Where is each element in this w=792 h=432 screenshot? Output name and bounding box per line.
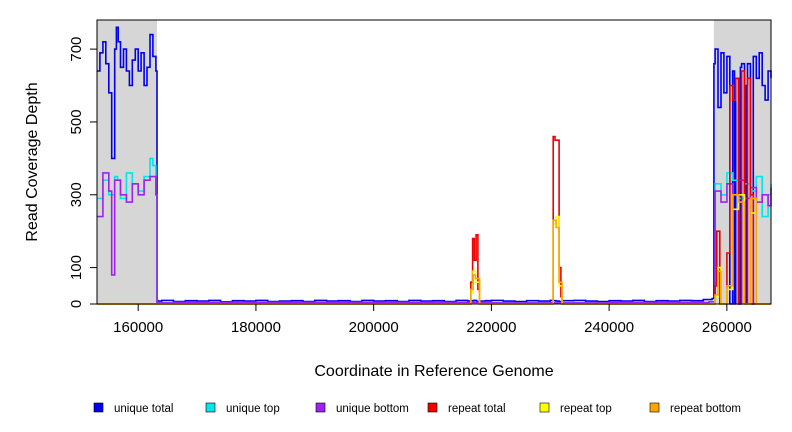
x-tick-label: 220000 [466, 319, 516, 336]
legend: unique total unique top unique bottom repea… [93, 402, 741, 415]
series-line-unique-bottom [97, 172, 772, 304]
x-tick-label: 200000 [349, 319, 399, 336]
x-tick-label: 160000 [113, 319, 163, 336]
series-line-repeat-top [97, 194, 771, 305]
legend-label-repeat-total: repeat total [448, 403, 506, 415]
y-tick-label: 500 [68, 109, 85, 134]
x-tick-label: 180000 [231, 319, 281, 336]
y-tick-label: 300 [68, 182, 85, 207]
plot-frame [96, 19, 772, 305]
legend-label-unique-top: unique top [226, 403, 280, 415]
legend-label-unique-bottom: unique bottom [336, 403, 409, 415]
y-axis-title: Read Coverage Depth [24, 82, 41, 241]
series-line-unique-total [97, 26, 772, 305]
x-tick-label: 240000 [584, 319, 634, 336]
x-axis: 160000 180000 200000 220000 240000 260000 [113, 303, 752, 336]
series-lines [97, 26, 772, 305]
legend-swatch-unique-top [205, 402, 216, 413]
legend-swatch-unique-total [93, 402, 104, 413]
legend-label-repeat-bottom: repeat bottom [670, 403, 741, 415]
series-line-repeat-bottom [97, 194, 771, 305]
legend-swatch-repeat-total [427, 402, 438, 413]
y-tick-label: 0 [68, 300, 85, 308]
series-line-repeat-total [97, 70, 771, 305]
legend-label-unique-total: unique total [114, 403, 173, 415]
legend-swatch-repeat-top [539, 402, 550, 413]
shaded-regions [97, 20, 771, 304]
legend-swatch-repeat-bottom [649, 402, 660, 413]
legend-swatch-unique-bottom [315, 402, 326, 413]
y-tick-label: 100 [68, 255, 85, 280]
series-line-unique-top [97, 157, 772, 304]
x-tick-label: 260000 [702, 319, 752, 336]
y-tick-label: 700 [68, 37, 85, 62]
y-axis: 0 100 300 500 700 [68, 37, 98, 308]
legend-label-repeat-top: repeat top [560, 403, 612, 415]
x-axis-title: Coordinate in Reference Genome [314, 363, 553, 380]
